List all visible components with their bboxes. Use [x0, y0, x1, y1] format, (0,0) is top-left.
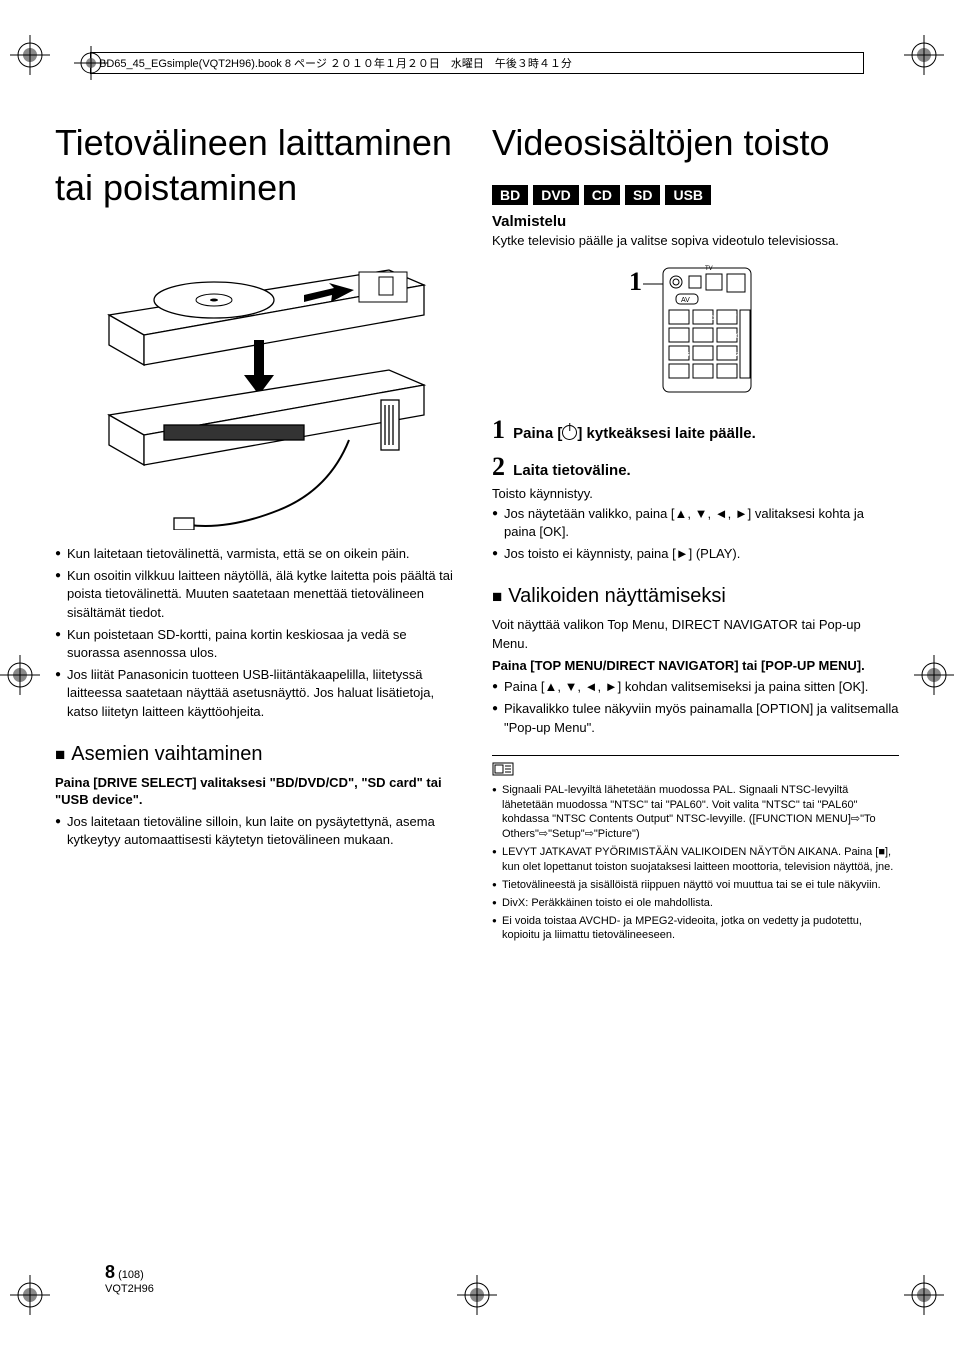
doc-id: VQT2H96	[105, 1283, 154, 1295]
registration-mark-icon	[10, 35, 50, 75]
svg-text:8tuv: 8tuv	[697, 349, 712, 358]
format-badges: BD DVD CD SD USB	[492, 185, 899, 205]
step-2-text: Laita tietoväline.	[513, 462, 631, 479]
power-icon	[562, 425, 577, 440]
step-number-2: 2	[492, 452, 505, 481]
list-item: DivX: Peräkkäinen toisto ei ole mahdolli…	[492, 896, 899, 911]
prep-text: Kytke televisio päälle ja valitse sopiva…	[492, 232, 899, 250]
page-number: 8	[105, 1262, 115, 1282]
list-item: Kun osoitin vilkkuu laitteen näytöllä, ä…	[55, 567, 462, 622]
right-title: Videosisältöjen toisto	[492, 120, 899, 165]
step-1-text-post: ] kytkeäksesi laite päälle.	[577, 425, 755, 442]
step-1: 1 Paina [ ] kytkeäksesi laite päälle.	[492, 414, 899, 445]
page-total: (108)	[118, 1269, 144, 1281]
right-column: Videosisältöjen toisto BD DVD CD SD USB …	[492, 120, 899, 946]
left-sub-list: Jos laitetaan tietoväline silloin, kun l…	[55, 813, 462, 849]
registration-mark-icon	[914, 655, 954, 695]
list-item: LEVYT JATKAVAT PYÖRIMISTÄÄN VALIKOIDEN N…	[492, 845, 899, 875]
step-1-text-pre: Paina [	[513, 425, 562, 442]
left-column: Tietovälineen laittaminen tai poistamine…	[55, 120, 462, 946]
step-2: 2 Laita tietoväline.	[492, 451, 899, 482]
right-h2-text: Voit näyttää valikon Top Menu, DIRECT NA…	[492, 616, 899, 652]
svg-text:0: 0	[700, 366, 705, 376]
svg-text:9wxyz: 9wxyz	[720, 351, 740, 358]
step-2-bullets: Jos näytetään valikko, paina [▲, ▼, ◄, ►…	[492, 505, 899, 564]
list-item: Ei voida toistaa AVCHD- ja MPEG2-videoit…	[492, 914, 899, 944]
page-root: BD65_45_EGsimple(VQT2H96).book 8 ページ ２０１…	[0, 0, 954, 1350]
list-item: Signaali PAL-levyiltä lähetetään muodoss…	[492, 783, 899, 842]
page-footer: 8 (108) VQT2H96	[105, 1262, 154, 1295]
registration-mark-icon	[0, 655, 40, 695]
list-item: Jos liität Panasonicin tuotteen USB-liit…	[55, 666, 462, 721]
prep-heading: Valmistelu	[492, 213, 899, 230]
svg-text:2abc: 2abc	[697, 313, 714, 322]
right-h2-bullets: Paina [▲, ▼, ◄, ►] kohdan valitsemiseksi…	[492, 678, 899, 737]
right-h2-bold: Paina [TOP MENU/DIRECT NAVIGATOR] tai [P…	[492, 657, 899, 675]
svg-text:1: 1	[676, 312, 681, 322]
registration-mark-icon	[904, 1275, 944, 1315]
svg-text:1: 1	[629, 267, 642, 296]
remote-illustration: 1 TV AV 1 2abc 3def 4ghi 5	[621, 260, 771, 400]
step-2-subtext: Toisto käynnistyy.	[492, 485, 899, 503]
right-h2: Valikoiden näyttämiseksi	[492, 585, 899, 608]
svg-text:5jkl: 5jkl	[698, 331, 710, 340]
registration-mark-icon	[71, 43, 111, 83]
badge-bd: BD	[492, 185, 528, 205]
registration-mark-icon	[10, 1275, 50, 1315]
svg-text:TV: TV	[705, 266, 713, 272]
badge-cd: CD	[584, 185, 620, 205]
svg-text:6mno: 6mno	[720, 331, 741, 340]
list-item: Jos näytetään valikko, paina [▲, ▼, ◄, ►…	[492, 505, 899, 541]
list-item: Paina [▲, ▼, ◄, ►] kohdan valitsemiseksi…	[492, 678, 899, 696]
svg-text:3def: 3def	[721, 313, 737, 322]
svg-text:4ghi: 4ghi	[673, 331, 688, 340]
list-item: Tietovälineestä ja sisällöistä riippuen …	[492, 878, 899, 893]
step-number-1: 1	[492, 415, 505, 444]
svg-text:AV: AV	[681, 297, 690, 304]
left-notes-list: Kun laitetaan tietovälinettä, varmista, …	[55, 545, 462, 721]
notes-icon	[492, 762, 899, 779]
svg-text:7pqrs: 7pqrs	[672, 351, 690, 358]
registration-mark-icon	[904, 35, 944, 75]
badge-sd: SD	[625, 185, 660, 205]
list-item: Kun laitetaan tietovälinettä, varmista, …	[55, 545, 462, 563]
badge-usb: USB	[665, 185, 711, 205]
print-header-bar: BD65_45_EGsimple(VQT2H96).book 8 ページ ２０１…	[90, 52, 864, 74]
list-item: Jos laitetaan tietoväline silloin, kun l…	[55, 813, 462, 849]
list-item: Kun poistetaan SD-kortti, paina kortin k…	[55, 626, 462, 662]
left-title: Tietovälineen laittaminen tai poistamine…	[55, 120, 462, 210]
list-item: Pikavalikko tulee näkyviin myös painamal…	[492, 700, 899, 736]
notes-separator	[492, 755, 899, 756]
list-item: Jos toisto ei käynnisty, paina [►] (PLAY…	[492, 545, 899, 563]
print-header-text: BD65_45_EGsimple(VQT2H96).book 8 ページ ２０１…	[99, 55, 572, 71]
left-h2: Asemien vaihtaminen	[55, 743, 462, 766]
badge-dvd: DVD	[533, 185, 579, 205]
drive-select-instruction: Paina [DRIVE SELECT] valitaksesi "BD/DVD…	[55, 774, 462, 809]
registration-mark-icon	[457, 1275, 497, 1315]
footnotes-list: Signaali PAL-levyiltä lähetetään muodoss…	[492, 783, 899, 943]
device-illustration	[79, 230, 439, 530]
